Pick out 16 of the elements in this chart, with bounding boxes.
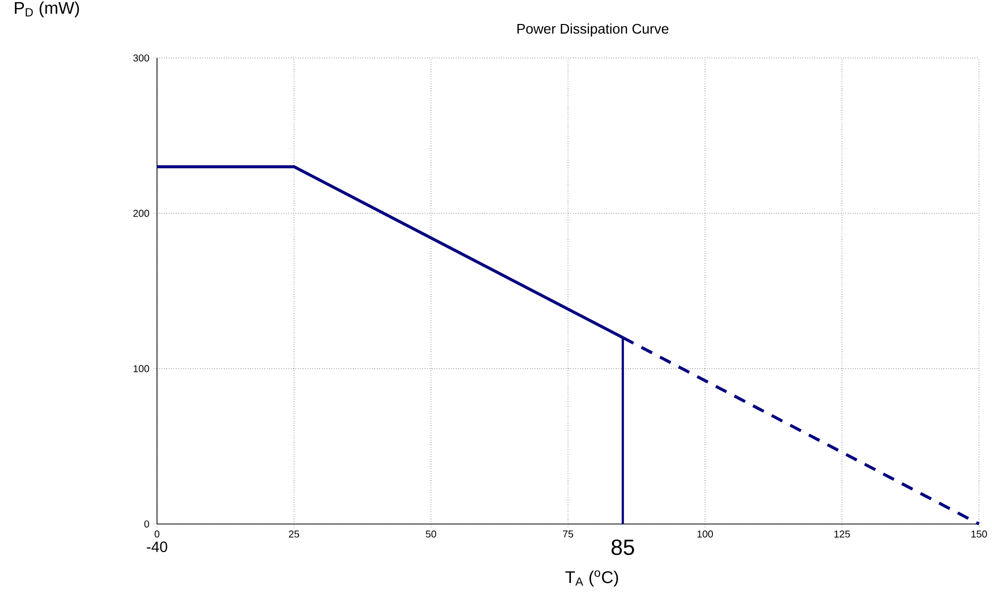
chart-title: Power Dissipation Curve [517,23,668,36]
x-tick-label: 75 [562,530,574,538]
annotation: 85 [612,539,634,556]
y-tick-label: 0 [144,520,150,528]
x-tick-label: 50 [426,530,436,538]
x-tick-label: 0 [154,530,160,538]
y-tick-label: 200 [133,210,150,217]
y-tick-label: 100 [134,365,150,372]
x-tick-label: 150 [971,530,987,538]
x-tick-label: 25 [288,530,300,538]
x-tick-label: 100 [697,530,713,538]
text: -40 [146,542,168,552]
y-tick-label: 300 [133,54,150,62]
x-axis-title: T$_{A}$ ($^{o}$C) [565,570,618,587]
y-axis-title: P$_{D}$ (mW) [14,2,79,18]
x-tick-label: 125 [834,530,850,538]
